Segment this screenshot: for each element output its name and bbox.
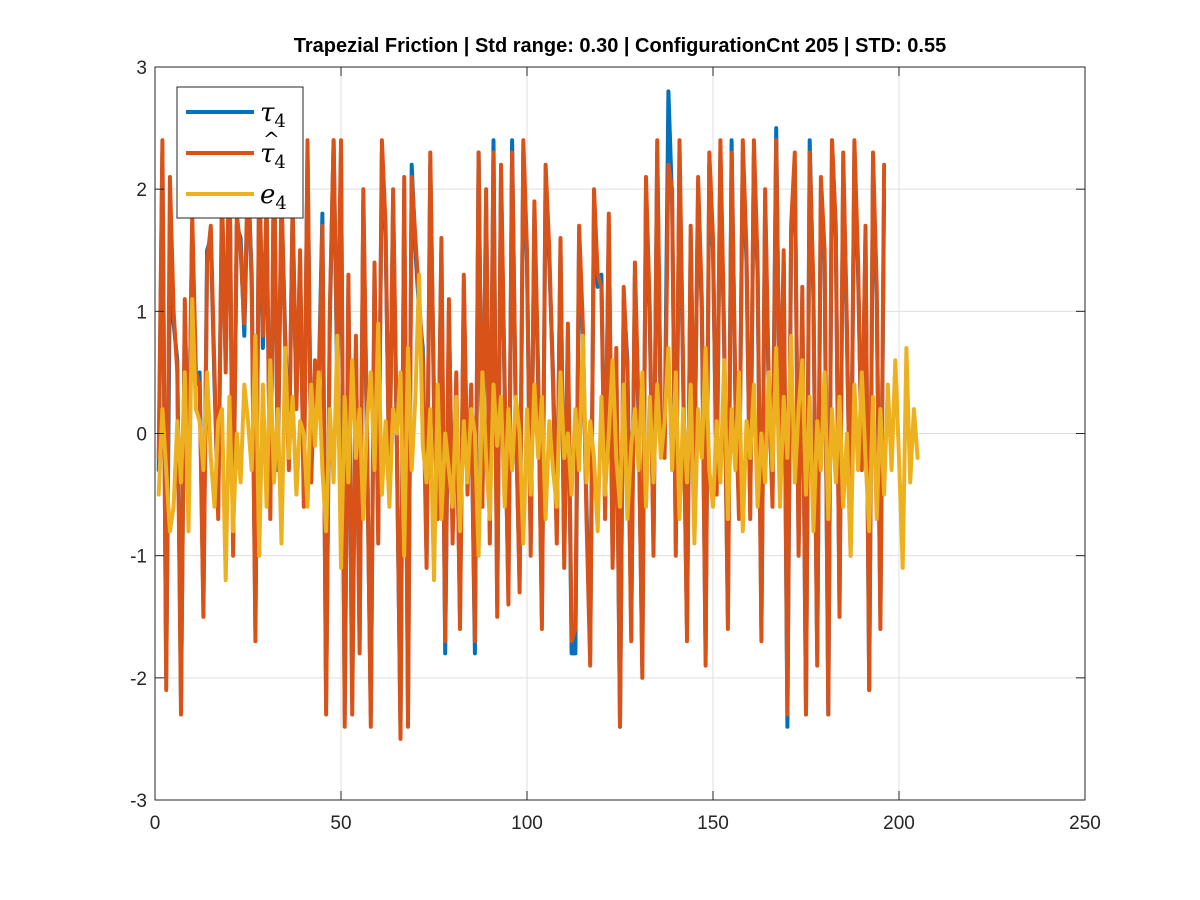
y-tick-label: -2 xyxy=(130,669,147,690)
legend-label-subscript: 4 xyxy=(274,152,285,173)
legend-hat-accent: ^ xyxy=(263,127,280,151)
series-line-2 xyxy=(156,272,920,583)
legend-label-base: e xyxy=(260,180,275,210)
series-line-1 xyxy=(156,138,887,741)
y-tick-labels: -3 -2 -1 0 1 2 3 xyxy=(130,58,147,812)
y-tick-label: 1 xyxy=(136,302,147,323)
axis-ticks xyxy=(154,66,1086,801)
legend-label-base: τ xyxy=(260,98,275,128)
legend-label-subscript: 4 xyxy=(274,111,285,132)
x-tick-label: 50 xyxy=(330,813,351,834)
x-tick-label: 200 xyxy=(883,813,915,834)
x-tick-labels: 0 50 100 150 200 250 xyxy=(150,813,1101,834)
x-tick-label: 0 xyxy=(150,813,161,834)
y-tick-label: -1 xyxy=(130,547,147,568)
y-tick-label: 0 xyxy=(136,425,147,446)
legend-label: τ4 xyxy=(260,139,286,173)
y-tick-label: 2 xyxy=(136,180,147,201)
x-tick-label: 250 xyxy=(1069,813,1101,834)
legend-label: τ4 xyxy=(260,98,286,132)
legend-label: e4 xyxy=(260,180,287,214)
series-layer xyxy=(156,89,920,741)
chart-title: Trapezial Friction | Std range: 0.30 | C… xyxy=(294,35,946,57)
x-tick-label: 150 xyxy=(697,813,729,834)
y-tick-label: -3 xyxy=(130,791,147,812)
x-tick-label: 100 xyxy=(511,813,543,834)
legend-label-base: τ xyxy=(260,139,275,169)
legend-label-subscript: 4 xyxy=(275,193,286,214)
y-tick-label: 3 xyxy=(136,58,147,79)
